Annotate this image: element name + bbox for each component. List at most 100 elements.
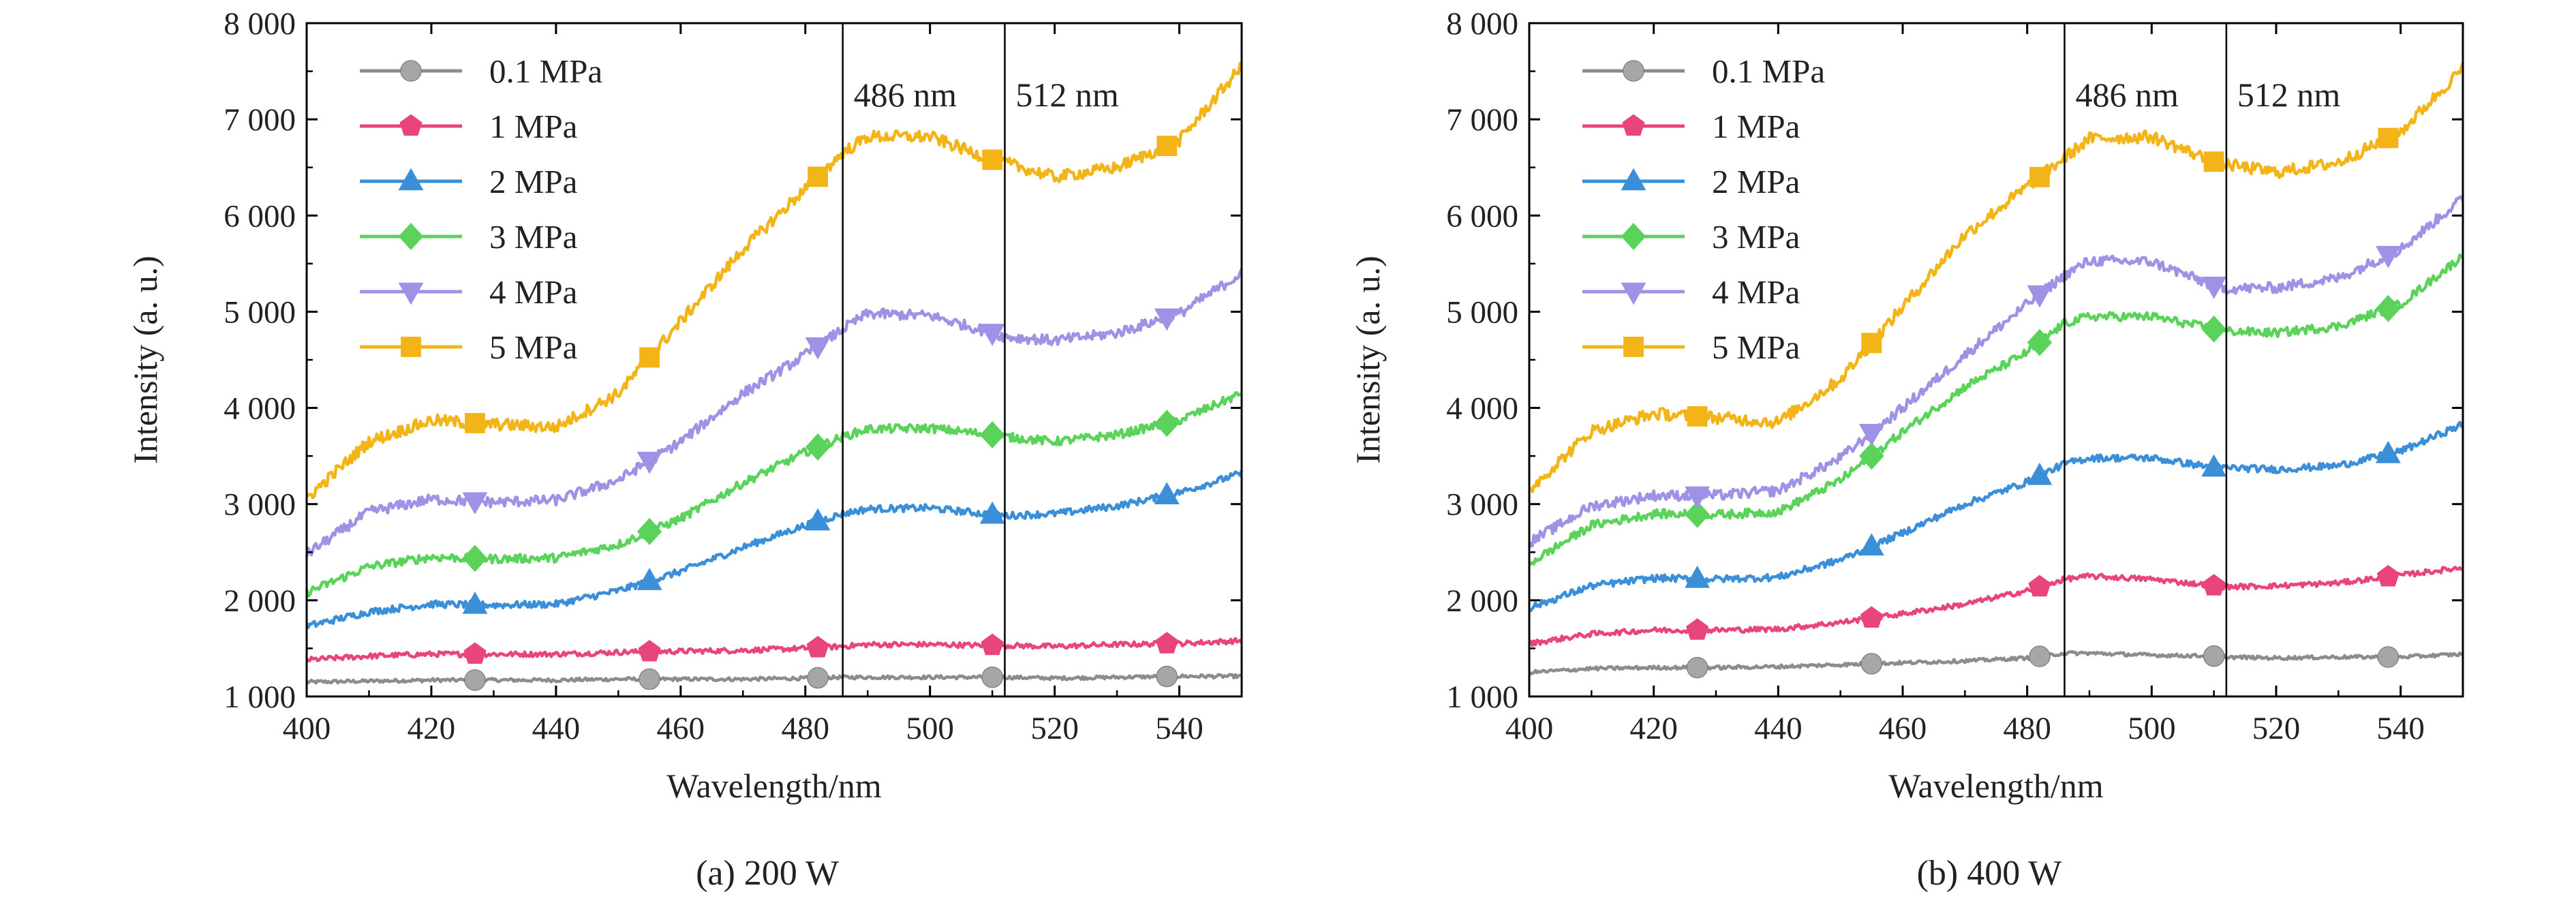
legend-entry-label: 2 MPa <box>1712 163 1800 200</box>
data-point-triangle-down-0 <box>462 492 488 515</box>
y-tick-label: 8 000 <box>1446 6 1518 42</box>
data-point-triangle-up-0 <box>462 592 488 614</box>
data-point-square-3 <box>2203 151 2224 172</box>
legend-marker-triangle-up <box>398 168 424 191</box>
x-tick-label: 440 <box>1754 711 1803 746</box>
x-tick-label: 540 <box>2376 711 2425 746</box>
y-tick-label: 6 000 <box>1446 198 1518 234</box>
legend-marker-circle <box>1623 60 1644 82</box>
x-tick-label: 420 <box>408 711 456 746</box>
data-point-circle-0 <box>464 669 486 691</box>
data-point-triangle-up-4 <box>1154 482 1180 505</box>
y-tick-label: 3 000 <box>224 487 296 523</box>
data-point-diamond-1 <box>1859 442 1884 470</box>
series-line-4-mpampa <box>305 268 1244 557</box>
data-point-circle-3 <box>981 666 1003 688</box>
x-tick-label: 400 <box>283 711 331 746</box>
x-axis-label: Wavelength/nm <box>666 767 881 805</box>
y-tick-label: 6 000 <box>224 198 296 234</box>
data-point-triangle-up-2 <box>805 508 831 531</box>
x-tick-label: 480 <box>781 711 829 746</box>
series-lines <box>305 61 1244 685</box>
legend-marker-diamond <box>398 223 424 250</box>
data-point-diamond-3 <box>2201 315 2226 343</box>
y-tick-label: 7 000 <box>224 102 296 138</box>
x-tick-label: 420 <box>1629 711 1678 746</box>
legend-marker-triangle-down <box>1621 282 1646 305</box>
data-point-circle-4 <box>2377 646 2399 668</box>
data-point-pentagon-3 <box>981 633 1004 656</box>
data-point-triangle-down-1 <box>1858 423 1884 446</box>
data-point-pentagon-0 <box>1686 618 1709 640</box>
series-line-4-mpampa <box>1527 195 2465 549</box>
reference-label-486: 486 nm <box>854 76 957 114</box>
legend-marker-square <box>401 337 421 357</box>
data-point-circle-1 <box>639 668 660 690</box>
series-markers <box>1685 127 2401 679</box>
data-point-pentagon-2 <box>2028 574 2051 597</box>
y-tick-label: 5 000 <box>1446 294 1518 330</box>
series-line-2-mpampa <box>1528 420 2465 613</box>
data-point-triangle-down-1 <box>637 451 662 474</box>
data-point-triangle-up-1 <box>637 568 662 590</box>
y-tick-label: 3 000 <box>1446 487 1518 523</box>
data-point-pentagon-0 <box>463 642 487 664</box>
legend-marker-pentagon <box>1622 114 1645 136</box>
x-tick-label: 500 <box>906 711 954 746</box>
data-point-square-2 <box>808 166 828 187</box>
reference-label-512: 512 nm <box>2237 76 2341 114</box>
data-point-triangle-up-3 <box>979 501 1005 524</box>
data-point-pentagon-1 <box>638 639 661 662</box>
data-point-circle-2 <box>807 667 829 689</box>
plot-frame <box>305 22 1243 698</box>
legend-entry-label: 4 MPa <box>1712 273 1800 311</box>
data-point-square-4 <box>1156 136 1178 156</box>
y-tick-label: 4 000 <box>224 391 296 427</box>
data-point-diamond-0 <box>1685 500 1710 528</box>
data-point-triangle-up-3 <box>2201 454 2227 477</box>
legend: 0.1 MPa 1 MPa 2 MPa 3 MPa 4 MPa 5 MPa <box>1582 52 1825 366</box>
x-tick-label: 540 <box>1155 711 1203 746</box>
series-line-3-mpampa <box>1528 254 2464 566</box>
data-point-diamond-2 <box>2027 328 2053 356</box>
legend-marker-square <box>1623 337 1644 357</box>
legend-entry-label: 0.1 MPa <box>1712 52 1825 90</box>
data-point-circle-2 <box>2029 645 2051 667</box>
data-point-triangle-up-4 <box>2375 440 2401 463</box>
y-axis-label: Intensity (a. u.) <box>1349 256 1387 463</box>
data-point-pentagon-2 <box>806 636 829 658</box>
y-tick-label: 7 000 <box>1446 102 1518 138</box>
legend-entry-label: 3 MPa <box>489 218 578 256</box>
data-point-triangle-up-0 <box>1685 565 1711 588</box>
legend-entry-label: 0.1 MPa <box>489 52 602 90</box>
data-point-triangle-down-3 <box>2201 277 2227 299</box>
data-point-triangle-down-2 <box>805 337 831 360</box>
series-line-1-mpampa <box>305 636 1243 662</box>
y-tick-label: 1 000 <box>224 679 296 715</box>
data-point-diamond-3 <box>979 421 1005 449</box>
data-point-square-4 <box>2378 127 2399 149</box>
reference-label-512: 512 nm <box>1015 76 1119 114</box>
y-tick-label: 4 000 <box>1446 391 1518 427</box>
x-tick-label: 520 <box>2252 711 2301 746</box>
chart-panel-a: 486 nm 512 nm 400 420 440 460 480 500 520 540 1 00… <box>126 6 1244 893</box>
data-point-pentagon-3 <box>2203 574 2226 596</box>
series-line-5-mpampa <box>305 61 1242 500</box>
y-axis-label: Intensity (a. u.) <box>126 256 164 463</box>
x-tick-label: 520 <box>1030 711 1079 746</box>
y-tick-label: 5 000 <box>224 294 296 330</box>
panel-caption: (b) 400 W <box>1917 854 2062 893</box>
legend-entry-label: 4 MPa <box>489 273 578 311</box>
data-point-diamond-4 <box>1154 410 1180 438</box>
x-tick-label: 440 <box>532 711 581 746</box>
data-point-triangle-down-3 <box>979 324 1005 346</box>
x-tick-label: 460 <box>657 711 705 746</box>
data-point-circle-0 <box>1686 656 1708 679</box>
data-point-diamond-1 <box>637 518 662 545</box>
data-point-diamond-0 <box>462 544 488 572</box>
y-tick-label: 2 000 <box>224 583 296 619</box>
legend-entry-label: 2 MPa <box>489 163 578 200</box>
data-point-diamond-4 <box>2376 294 2401 322</box>
legend-marker-triangle-up <box>1621 168 1646 191</box>
